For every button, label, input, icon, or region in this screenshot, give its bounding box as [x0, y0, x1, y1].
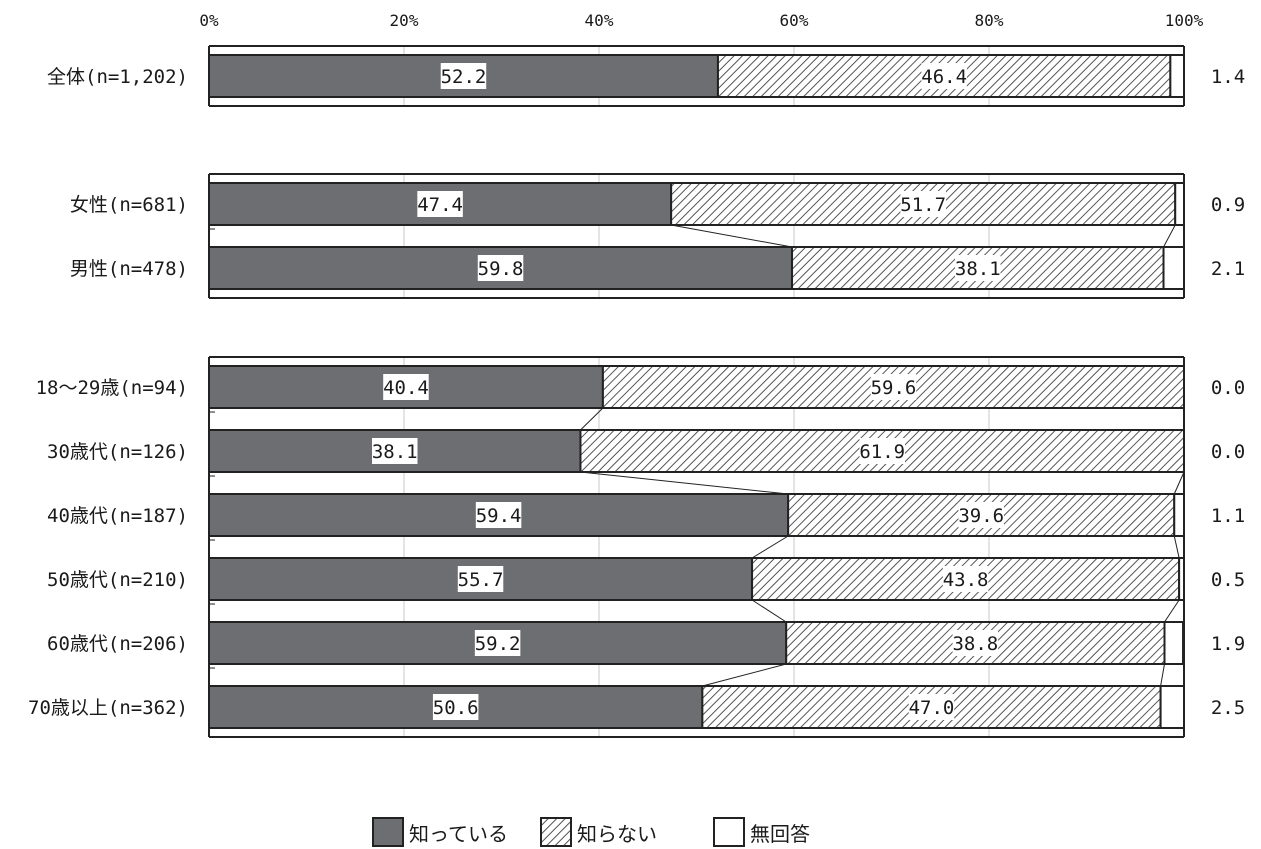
value-label-no-answer: 1.9 — [1211, 633, 1245, 655]
connector-line — [751, 535, 789, 559]
bar-segment-no-answer — [1159, 685, 1185, 729]
value-label-dont-know: 43.8 — [943, 569, 989, 591]
x-axis-ticks: 0% 20% 40% 60% 80% 100% — [199, 11, 1203, 30]
value-label-bg — [955, 255, 1001, 281]
connector-line — [1160, 663, 1165, 687]
value-label-bg — [475, 502, 522, 528]
bar-segment-no-answer — [1173, 493, 1185, 537]
value-label-no-answer: 2.5 — [1211, 697, 1245, 719]
category-label: 30歳代(n=126) — [47, 441, 188, 463]
connector-line — [580, 471, 789, 495]
tick-label: 80% — [975, 11, 1004, 30]
value-label-bg — [457, 566, 504, 592]
value-label-dont-know: 59.6 — [871, 377, 917, 399]
value-label-bg — [477, 255, 524, 281]
value-label-bg — [440, 63, 487, 89]
category-label: 男性(n=478) — [70, 258, 188, 280]
value-label-no-answer: 1.1 — [1211, 505, 1245, 527]
category-label: 40歳代(n=187) — [47, 505, 188, 527]
value-label-know: 59.8 — [478, 258, 524, 280]
value-label-no-answer: 0.0 — [1211, 377, 1245, 399]
category-label: 60歳代(n=206) — [47, 633, 188, 655]
value-label-no-answer: 2.1 — [1211, 258, 1245, 280]
value-label-no-answer: 1.4 — [1211, 66, 1245, 88]
value-label-bg — [417, 191, 463, 217]
value-label-dont-know: 51.7 — [900, 194, 946, 216]
legend-swatch-no-answer — [713, 817, 745, 847]
value-label-bg — [383, 374, 429, 400]
tick-label: 60% — [780, 11, 809, 30]
value-label-bg — [900, 191, 946, 217]
value-label-bg — [952, 630, 999, 656]
value-label-bg — [859, 438, 905, 464]
bar-segment-no-answer — [1178, 557, 1185, 601]
connector-line — [671, 224, 793, 248]
category-label: 全体(n=1,202) — [47, 66, 188, 88]
tick-label: 40% — [585, 11, 614, 30]
value-label-no-answer: 0.5 — [1211, 569, 1245, 591]
value-label-bg — [870, 374, 917, 400]
connector-lines — [209, 224, 1185, 687]
bar-segment-no-answer — [1162, 246, 1186, 290]
category-label: 18～29歳(n=94) — [36, 377, 188, 399]
bar-segment-no-answer — [1174, 182, 1185, 226]
tick-label: 0% — [199, 11, 219, 30]
value-label-know: 52.2 — [441, 66, 487, 88]
value-label-dont-know: 61.9 — [859, 441, 905, 463]
value-label-bg — [432, 694, 479, 720]
category-label: 50歳代(n=210) — [47, 569, 188, 591]
bar-segment-no-answer — [1169, 54, 1185, 98]
connector-line — [580, 407, 604, 431]
legend-label-dont-know: 知らない — [577, 822, 657, 846]
connector-line — [1163, 224, 1176, 248]
legend-label-no-answer: 無回答 — [750, 822, 810, 846]
value-label-know: 40.4 — [383, 377, 429, 399]
value-label-know: 59.2 — [475, 633, 521, 655]
value-label-bg — [942, 566, 989, 592]
value-label-bg — [474, 630, 521, 656]
value-label-dont-know: 47.0 — [909, 697, 955, 719]
connector-line — [1173, 471, 1185, 495]
legend-swatch-dont-know — [540, 817, 572, 847]
value-label-dont-know: 46.4 — [921, 66, 967, 88]
value-label-no-answer: 0.9 — [1211, 194, 1245, 216]
category-label: 女性(n=681) — [70, 194, 188, 216]
value-label-bg — [908, 694, 955, 720]
category-labels: 52.2 46.4 1.4 全体(n=1,202) 47.4 51.7 0.9 女性(n=68… — [28, 63, 1245, 720]
value-label-dont-know: 38.1 — [955, 258, 1001, 280]
value-label-know: 47.4 — [417, 194, 463, 216]
value-label-know: 59.4 — [476, 505, 522, 527]
value-label-know: 55.7 — [458, 569, 504, 591]
connector-line — [751, 599, 787, 623]
value-label-dont-know: 38.8 — [952, 633, 998, 655]
value-label-bg — [958, 502, 1004, 528]
connector-line — [1164, 599, 1180, 623]
value-label-bg — [921, 63, 967, 89]
legend-swatch-know — [372, 817, 404, 847]
tick-label: 20% — [390, 11, 419, 30]
connector-line — [1173, 535, 1180, 559]
category-label: 70歳以上(n=362) — [28, 697, 188, 719]
tick-label: 100% — [1165, 11, 1204, 30]
value-label-know: 38.1 — [372, 441, 418, 463]
connector-line — [702, 663, 787, 687]
value-label-know: 50.6 — [433, 697, 479, 719]
bar-segment-no-answer — [1163, 621, 1185, 665]
value-label-bg — [371, 438, 418, 464]
value-label-no-answer: 0.0 — [1211, 441, 1245, 463]
legend-label-know: 知っている — [409, 822, 508, 846]
legend: 知っている 知らない 無回答 — [372, 817, 810, 847]
bars — [208, 45, 1186, 738]
value-label-dont-know: 39.6 — [958, 505, 1004, 527]
